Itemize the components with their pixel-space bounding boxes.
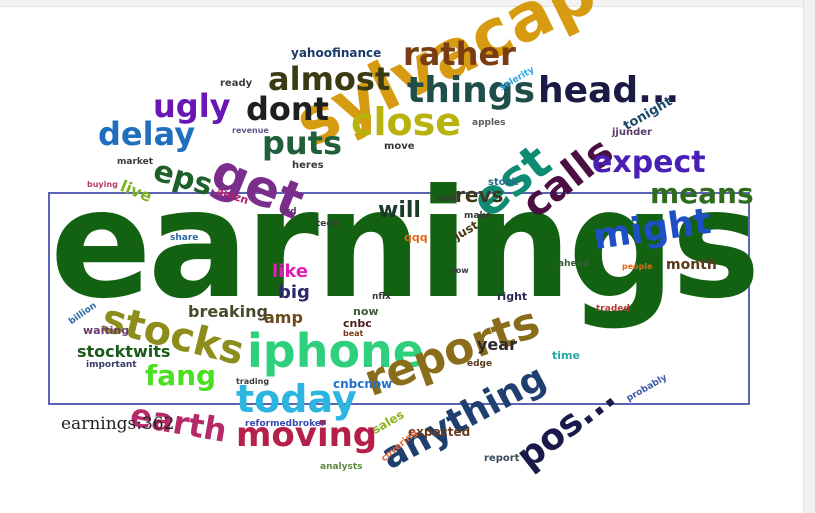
cloud-word-beat[interactable]: beat: [343, 329, 364, 338]
cloud-word-month[interactable]: month: [666, 257, 717, 273]
selection-box: [48, 192, 750, 405]
cloud-word-tech[interactable]: tech: [316, 219, 339, 229]
cloud-word-buying[interactable]: buying: [87, 180, 118, 189]
cloud-word-report[interactable]: report: [484, 453, 520, 464]
cloud-word-dow[interactable]: dow: [450, 266, 469, 275]
cloud-word-cnbcnow[interactable]: cnbcnow: [333, 377, 393, 391]
cloud-word-edge[interactable]: edge: [467, 359, 493, 369]
cloud-word-nflx[interactable]: nflx: [372, 292, 391, 302]
cloud-word-moving[interactable]: moving: [236, 415, 378, 455]
cloud-word-expect[interactable]: expect: [592, 145, 706, 180]
cloud-word-jjunder[interactable]: jjunder: [612, 127, 652, 138]
cloud-word-ytd[interactable]: ytd: [280, 207, 297, 217]
cloud-word-close[interactable]: close: [351, 100, 462, 144]
cloud-word-revs[interactable]: revs: [455, 183, 504, 207]
cloud-word-now[interactable]: now: [353, 305, 379, 318]
cloud-word-puts[interactable]: puts: [262, 124, 343, 162]
cloud-word-qqq[interactable]: qqq: [404, 231, 428, 244]
cloud-word-ugly[interactable]: ugly: [153, 87, 231, 125]
cloud-word-call[interactable]: call: [437, 193, 457, 204]
cloud-word-heres[interactable]: heres: [292, 160, 324, 171]
cloud-word-share[interactable]: share: [170, 233, 199, 243]
cloud-word-rather[interactable]: rather: [403, 35, 516, 73]
cloud-word-waiting[interactable]: waiting: [83, 324, 130, 337]
cloud-word-people[interactable]: people: [622, 262, 653, 271]
cloud-word-move[interactable]: move: [384, 141, 415, 152]
cloud-word-traded[interactable]: traded: [596, 304, 630, 314]
cloud-word-analysts[interactable]: analysts: [320, 462, 363, 472]
browser-top-bar: [0, 0, 815, 7]
cloud-word-breaking[interactable]: breaking: [188, 302, 268, 321]
cloud-word-market[interactable]: market: [117, 157, 154, 167]
cloud-word-dont[interactable]: dont: [246, 90, 329, 128]
cloud-word-revenue[interactable]: revenue: [232, 126, 269, 135]
cloud-word-means[interactable]: means: [650, 177, 754, 210]
hover-readout: earnings:362: [61, 414, 175, 434]
cloud-word-fang[interactable]: fang: [145, 359, 217, 392]
cloud-word-trading[interactable]: trading: [236, 377, 270, 386]
cloud-word-head[interactable]: head...: [538, 70, 680, 111]
cloud-word-amp[interactable]: amp: [264, 308, 303, 327]
cloud-word-stocktwits[interactable]: stocktwits: [77, 342, 171, 361]
cloud-word-reformedbroker[interactable]: reformedbroker: [245, 419, 326, 429]
cloud-word-ahead[interactable]: ahead: [558, 259, 590, 269]
cloud-word-make[interactable]: make: [464, 211, 492, 221]
cloud-word-apples[interactable]: apples: [472, 118, 506, 128]
cloud-word-delay[interactable]: delay: [98, 115, 196, 153]
cloud-word-big[interactable]: big: [278, 282, 310, 303]
cloud-word-time[interactable]: time: [552, 349, 580, 362]
cloud-word-ready[interactable]: ready: [220, 78, 253, 89]
cloud-word-right[interactable]: right: [497, 290, 528, 303]
cloud-word-expected[interactable]: expected: [408, 425, 471, 439]
cloud-word-cnbc[interactable]: cnbc: [343, 317, 372, 330]
cloud-word-iphone[interactable]: iphone: [247, 324, 424, 378]
cloud-word-yahoofinance[interactable]: yahoofinance: [291, 46, 382, 60]
cloud-word-year[interactable]: year: [477, 335, 517, 354]
cloud-word-earnings[interactable]: earnings: [50, 158, 761, 332]
cloud-word-stock[interactable]: stock: [488, 177, 519, 188]
cloud-word-today[interactable]: today: [236, 377, 357, 421]
cloud-word-things[interactable]: things: [407, 70, 536, 111]
cloud-word-almost[interactable]: almost: [268, 60, 391, 98]
vertical-scrollbar[interactable]: [803, 0, 815, 513]
cloud-word-will[interactable]: will: [378, 198, 421, 223]
cloud-word-like[interactable]: like: [272, 261, 309, 282]
cloud-word-important[interactable]: important: [86, 360, 137, 370]
